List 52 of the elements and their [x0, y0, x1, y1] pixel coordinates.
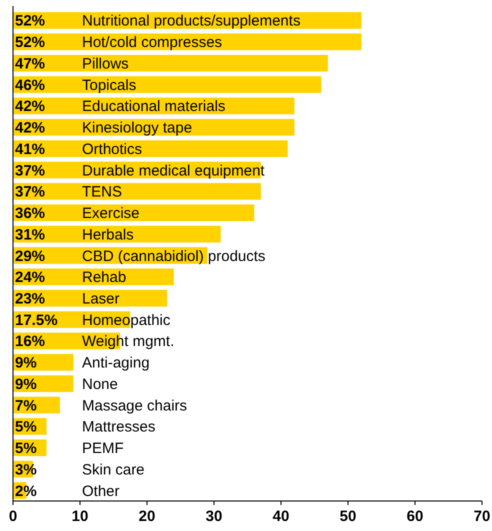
y-tick-label: Educational materials — [82, 98, 226, 116]
x-tick-label: 20 — [138, 508, 156, 525]
data-label: 7% — [15, 397, 37, 414]
bar — [13, 54, 328, 72]
y-tick-label: Orthotics — [82, 140, 142, 158]
bar — [13, 183, 261, 200]
data-label: 37% — [15, 162, 46, 180]
data-label: 41% — [15, 140, 46, 158]
y-tick-label: Rehab — [82, 269, 126, 286]
data-label: 5% — [15, 440, 37, 458]
data-label: 16% — [15, 333, 46, 350]
y-tick-label: Massage chairs — [82, 397, 188, 414]
data-label: 17.5% — [15, 312, 58, 329]
x-tick-label: 40 — [272, 508, 290, 525]
y-tick-label: Pillows — [82, 55, 129, 72]
data-label: 37% — [15, 184, 46, 201]
data-label: 5% — [15, 418, 37, 436]
data-label: 23% — [15, 290, 46, 308]
x-tick-label: 60 — [406, 508, 424, 525]
y-tick-label: Kinesiology tape — [82, 120, 192, 137]
y-tick-label: Herbals — [82, 226, 134, 244]
data-label: 36% — [15, 205, 46, 222]
data-label: 52% — [15, 12, 46, 30]
y-tick-label: PEMF — [82, 440, 124, 458]
y-tick-label: TENS — [82, 184, 122, 201]
bar — [13, 76, 322, 93]
y-tick-label: Mattresses — [82, 418, 156, 436]
y-tick-label: Hot/cold compresses — [82, 34, 222, 52]
y-tick-label: Laser — [82, 290, 120, 308]
data-label: 31% — [15, 226, 46, 244]
data-label: 29% — [15, 248, 46, 265]
x-tick-label: 0 — [8, 508, 18, 525]
data-label: 46% — [15, 76, 46, 94]
y-tick-label: Skin care — [82, 461, 145, 478]
y-tick-label: None — [82, 376, 118, 393]
y-tick-label: Nutritional products/supplements — [82, 12, 300, 30]
x-tick-label: 50 — [340, 508, 356, 525]
data-label: 47% — [15, 55, 46, 72]
data-label: 9% — [15, 376, 37, 393]
y-tick-label: Topicals — [82, 76, 136, 94]
data-label: 52% — [15, 34, 46, 52]
y-tick-label: Exercise — [82, 205, 140, 222]
y-tick-label: CBD (cannabidiol) products — [82, 248, 266, 265]
data-label: 42% — [15, 120, 46, 137]
y-tick-label: Other — [82, 482, 120, 500]
x-tick-label: 30 — [206, 508, 222, 525]
data-label: 9% — [15, 354, 37, 372]
y-tick-label: Anti-aging — [82, 354, 150, 372]
x-tick-label: 70 — [474, 508, 490, 525]
x-tick-label: 10 — [72, 508, 88, 525]
data-label: 42% — [15, 98, 46, 116]
data-label: 24% — [15, 269, 46, 286]
